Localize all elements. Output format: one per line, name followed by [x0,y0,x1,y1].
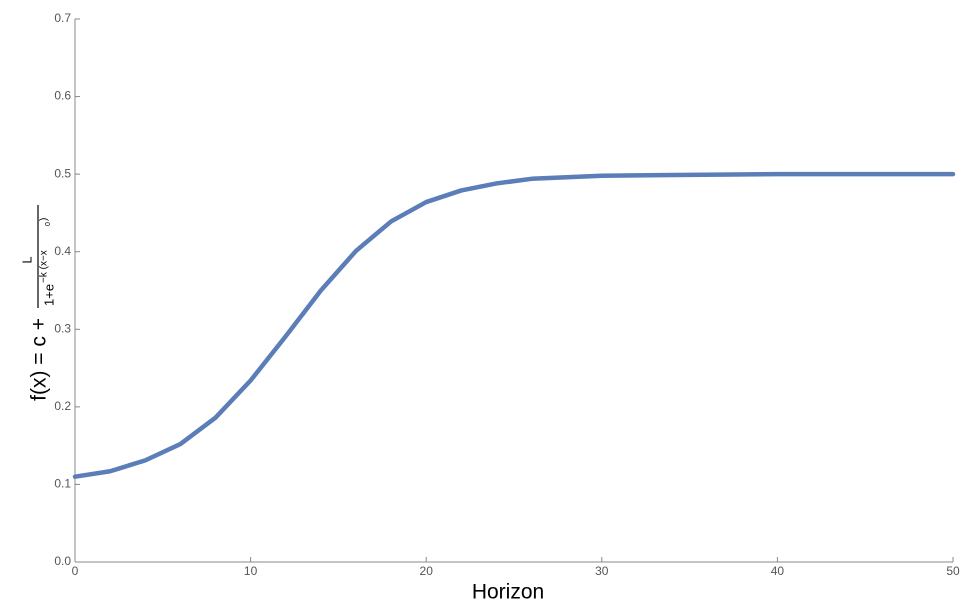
y-tick-label: 0.6 [54,89,71,103]
y-label-subscript: 0 [45,222,52,226]
y-label-numerator: L [19,256,34,263]
y-tick-label: 0.4 [54,244,71,258]
y-label-lhs: f(x) = c + [28,318,51,401]
x-tick-label: 40 [771,564,785,578]
x-tick-label: 0 [72,564,79,578]
x-tick-label: 10 [244,564,258,578]
y-axis-label: f(x) = c + L 1+e −k (x−x 0 ) [19,205,56,401]
x-axis-label: Horizon [472,581,544,604]
y-label-exponent: −k (x−x [39,250,50,283]
x-tick-label: 20 [420,564,434,578]
y-tick-label: 0.7 [54,11,71,25]
y-tick-label: 0.1 [54,477,71,491]
x-tick-label: 50 [946,564,960,578]
y-tick-label: 0.2 [54,399,71,413]
y-label-close: ) [39,218,50,221]
y-tick-label: 0.0 [54,554,71,568]
x-tick-label: 30 [595,564,609,578]
y-tick-label: 0.5 [54,166,71,180]
line [72,171,956,479]
y-label-denominator: 1+e [41,284,56,306]
y-tick-label: 0.3 [54,321,71,335]
